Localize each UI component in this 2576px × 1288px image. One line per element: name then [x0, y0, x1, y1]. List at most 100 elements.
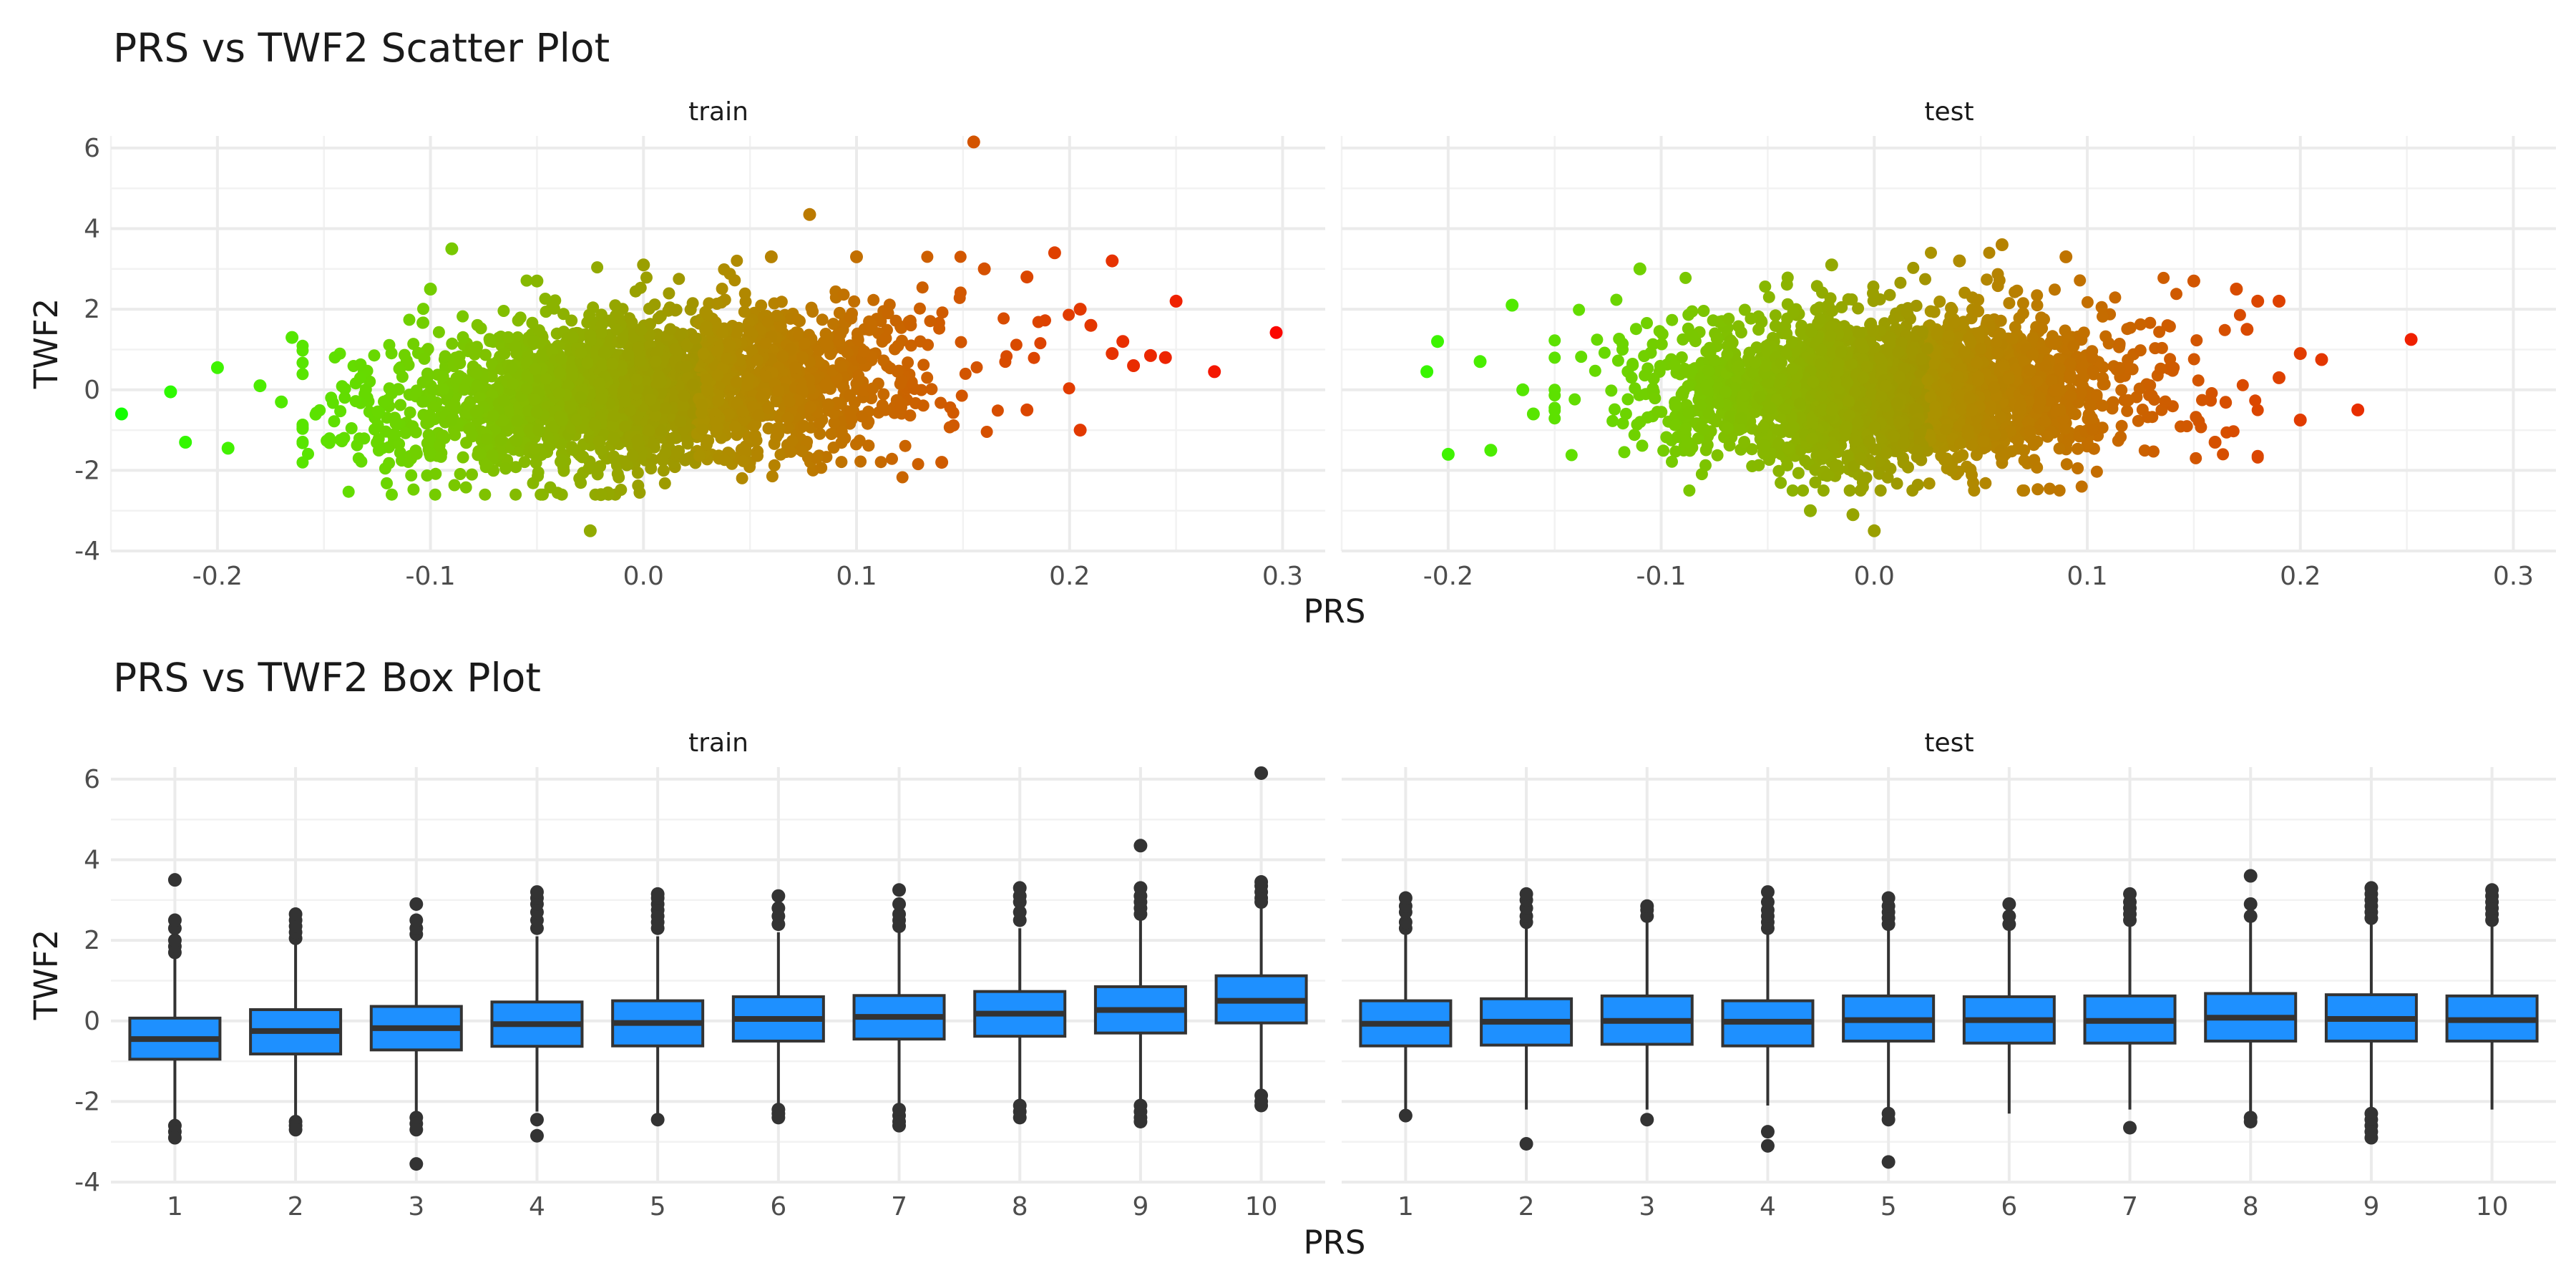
scatter-point	[1629, 323, 1642, 336]
scatter-point	[547, 302, 560, 315]
scatter-point	[426, 382, 439, 395]
scatter-point	[2003, 297, 2016, 310]
scatter-point	[2121, 404, 2134, 417]
scatter-point	[474, 448, 487, 461]
scatter-point	[936, 306, 949, 319]
scatter-x-tick-label: 0.0	[623, 562, 664, 591]
scatter-point	[660, 401, 672, 414]
scatter-point	[2075, 480, 2088, 493]
scatter-point	[738, 287, 751, 300]
scatter-point	[2090, 465, 2103, 478]
scatter-point	[731, 254, 743, 267]
scatter-point	[355, 455, 368, 468]
scatter-point	[480, 433, 493, 445]
scatter-point	[721, 352, 733, 365]
scatter-point	[1686, 305, 1699, 318]
scatter-point	[371, 405, 384, 418]
scatter-point	[1818, 448, 1830, 461]
scatter-point	[2031, 289, 2044, 302]
scatter-point	[738, 306, 751, 318]
scatter-point	[776, 350, 789, 363]
scatter-point	[359, 383, 372, 396]
scatter-point	[1020, 270, 1034, 284]
scatter-point	[814, 417, 826, 429]
scatter-point	[924, 315, 937, 328]
scatter-point	[786, 434, 799, 447]
scatter-point	[1874, 484, 1887, 497]
scatter-point	[1679, 422, 1692, 435]
scatter-point	[424, 447, 436, 460]
scatter-point	[2064, 372, 2077, 385]
scatter-point	[385, 347, 398, 360]
scatter-point	[1719, 386, 1732, 399]
scatter-point	[591, 261, 604, 274]
scatter-point	[876, 399, 889, 411]
scatter-point	[592, 435, 605, 448]
scatter-point	[766, 470, 779, 483]
scatter-point	[2147, 445, 2160, 458]
scatter-point	[1762, 291, 1775, 303]
scatter-point	[796, 351, 809, 364]
scatter-point	[816, 313, 829, 326]
scatter-point	[997, 312, 1010, 325]
scatter-point	[2084, 399, 2096, 411]
scatter-point	[1991, 280, 2004, 293]
scatter-point	[389, 428, 401, 440]
scatter-point	[1666, 313, 1679, 326]
scatter-point	[1787, 306, 1800, 319]
scatter-point	[570, 414, 583, 426]
scatter-point	[1752, 459, 1765, 472]
scatter-point	[2109, 291, 2122, 304]
scatter-point	[471, 379, 484, 392]
scatter-point	[468, 343, 481, 356]
scatter-point	[954, 286, 967, 299]
scatter-point	[2060, 458, 2073, 471]
scatter-point	[631, 434, 644, 447]
scatter-point	[674, 415, 687, 428]
scatter-x-tick-label: 0.2	[1049, 562, 1090, 591]
scatter-point	[1610, 293, 1623, 306]
scatter-point	[1972, 305, 1985, 318]
scatter-point	[711, 369, 724, 381]
scatter-point	[409, 426, 422, 439]
scatter-point	[1839, 424, 1852, 437]
scatter-x-tick-label: 0.1	[2067, 562, 2107, 591]
scatter-point	[349, 395, 362, 408]
scatter-point	[1034, 337, 1047, 350]
scatter-point	[796, 445, 809, 457]
scatter-point	[595, 327, 608, 339]
scatter-point	[922, 338, 935, 351]
scatter-point	[977, 262, 991, 275]
scatter-point	[751, 353, 763, 366]
scatter-point	[275, 395, 288, 409]
scatter-point	[221, 441, 235, 455]
scatter-point	[1084, 318, 1098, 332]
scatter-point	[867, 382, 879, 395]
scatter-point	[759, 337, 772, 350]
scatter-point	[1073, 303, 1087, 316]
scatter-point	[575, 477, 587, 489]
scatter-point	[902, 356, 914, 369]
scatter-point	[896, 471, 909, 484]
scatter-point	[328, 415, 341, 428]
scatter-point	[755, 299, 768, 312]
scatter-point	[581, 356, 594, 369]
scatter-point	[2036, 322, 2049, 335]
scatter-point	[1907, 261, 1920, 274]
scatter-point	[2190, 452, 2202, 464]
scatter-point	[848, 295, 861, 308]
scatter-point	[771, 309, 784, 322]
scatter-point	[1609, 403, 1621, 416]
scatter-point	[649, 355, 662, 368]
scatter-point	[1679, 271, 1692, 284]
scatter-point	[2134, 344, 2147, 357]
scatter-point	[2049, 338, 2062, 351]
scatter-point	[673, 273, 686, 286]
scatter-point	[760, 370, 773, 383]
scatter-x-tick-label: -0.2	[192, 562, 243, 591]
scatter-point	[914, 302, 926, 315]
scatter-point	[644, 393, 657, 406]
scatter-point	[1919, 273, 1931, 286]
scatter-point	[497, 305, 510, 317]
scatter-point	[2217, 448, 2230, 461]
